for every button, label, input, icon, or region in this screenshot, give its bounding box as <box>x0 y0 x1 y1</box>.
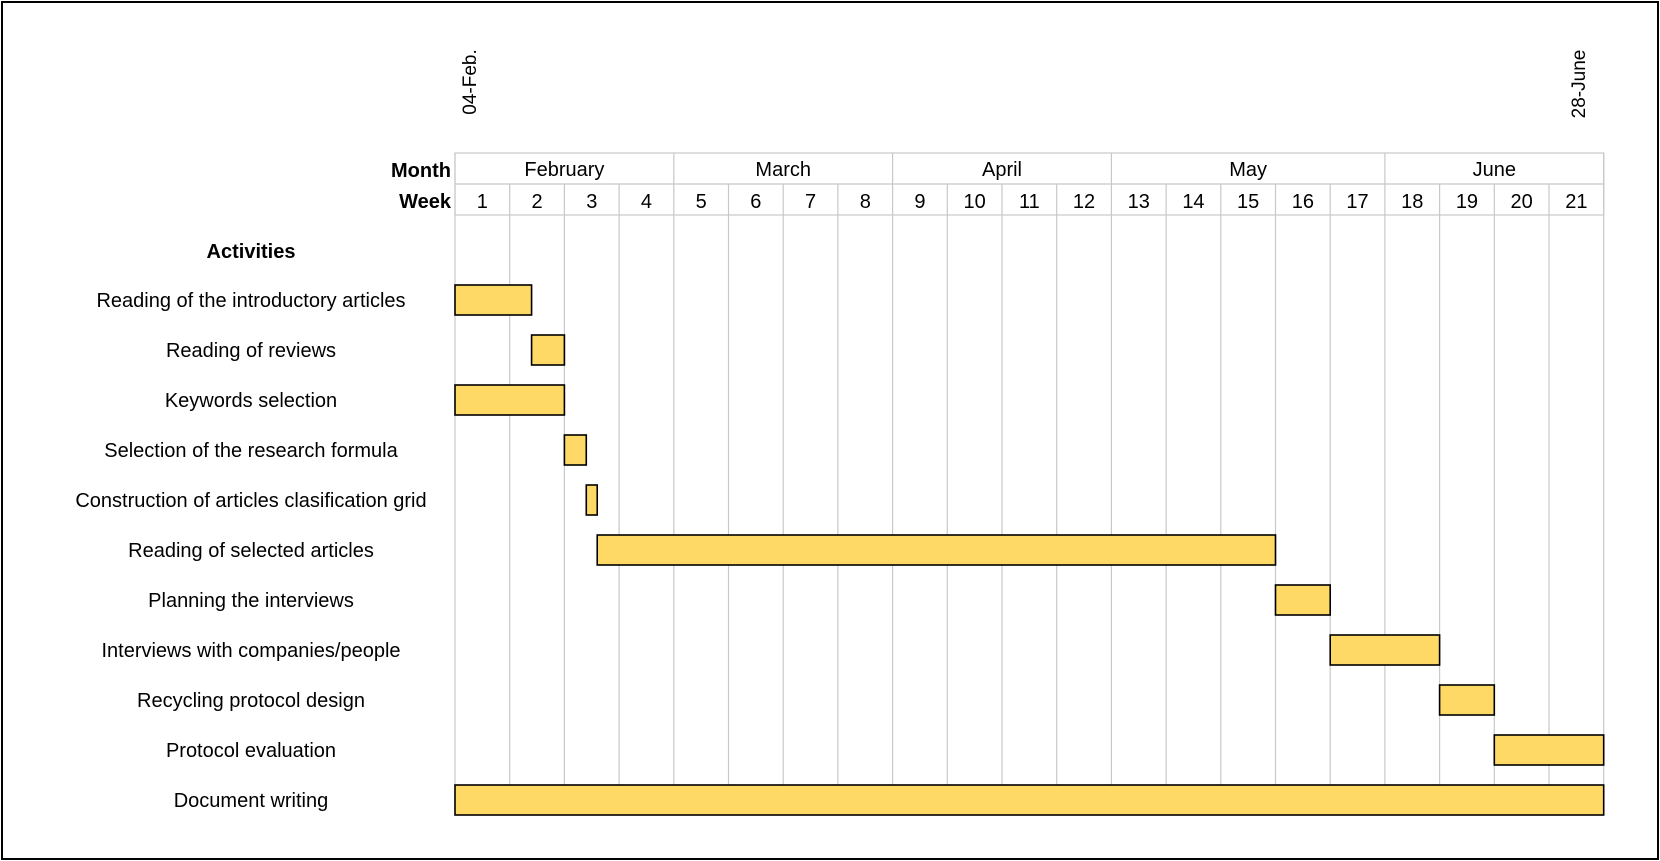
week-label: 16 <box>1292 191 1314 213</box>
month-label: June <box>1473 159 1516 181</box>
month-label: April <box>982 159 1022 181</box>
week-label: 15 <box>1237 191 1259 213</box>
task-bar <box>1493 734 1605 766</box>
week-label: 12 <box>1073 191 1095 213</box>
task-label: Interviews with companies/people <box>101 640 400 662</box>
task-bar <box>1274 584 1332 616</box>
month-label: March <box>755 159 811 181</box>
month-labels: February March April May June <box>524 159 1516 181</box>
week-label: 6 <box>750 191 761 213</box>
task-label: Planning the interviews <box>148 590 354 612</box>
week-label: 18 <box>1401 191 1423 213</box>
task-label: Reading of reviews <box>166 340 336 362</box>
week-label: 8 <box>860 191 871 213</box>
week-label: 9 <box>914 191 925 213</box>
start-marker: 04-Feb. <box>460 49 481 114</box>
week-label: 4 <box>641 191 652 213</box>
task-bar <box>596 534 1277 566</box>
task-label: Protocol evaluation <box>166 740 336 762</box>
task-bar <box>530 334 566 366</box>
task-label: Reading of the introductory articles <box>96 290 405 312</box>
task-label: Document writing <box>174 790 329 812</box>
week-header: Week <box>399 191 452 213</box>
week-label: 17 <box>1346 191 1368 213</box>
week-label: 2 <box>531 191 542 213</box>
task-bar <box>454 384 566 416</box>
week-label: 7 <box>805 191 816 213</box>
week-label: 1 <box>477 191 488 213</box>
week-label: 10 <box>964 191 986 213</box>
task-label: Recycling protocol design <box>137 690 365 712</box>
task-bar <box>454 284 533 316</box>
task-label: Selection of the research formula <box>104 440 398 462</box>
grid-layer <box>454 152 1605 815</box>
month-label: February <box>524 159 604 181</box>
task-label: Reading of selected articles <box>128 540 374 562</box>
task-bar <box>454 784 1605 816</box>
week-labels: 1 2 3 4 5 6 7 8 9 10 11 12 13 14 15 16 17 18 19 20 21 <box>477 191 1588 213</box>
activities-header: Activities <box>207 241 296 263</box>
task-bars <box>454 284 1605 816</box>
task-label: Keywords selection <box>165 390 337 412</box>
month-header: Month <box>391 160 451 182</box>
task-bar <box>563 434 588 466</box>
end-marker: 28-June <box>1569 50 1590 119</box>
week-label: 5 <box>696 191 707 213</box>
task-labels: Reading of the introductory articles Read… <box>75 290 426 812</box>
week-label: 21 <box>1565 191 1587 213</box>
task-bar <box>585 484 599 516</box>
week-label: 14 <box>1182 191 1204 213</box>
week-label: 19 <box>1456 191 1478 213</box>
week-label: 3 <box>586 191 597 213</box>
task-label: Construction of articles clasification g… <box>75 490 426 512</box>
task-bar <box>1438 684 1496 716</box>
week-label: 13 <box>1128 191 1150 213</box>
week-label: 11 <box>1019 191 1040 213</box>
header-layer: 04-Feb. 28-June Month Week Activities <box>207 49 1590 263</box>
week-label: 20 <box>1511 191 1533 213</box>
task-bar <box>1329 634 1441 666</box>
month-label: May <box>1229 159 1267 181</box>
